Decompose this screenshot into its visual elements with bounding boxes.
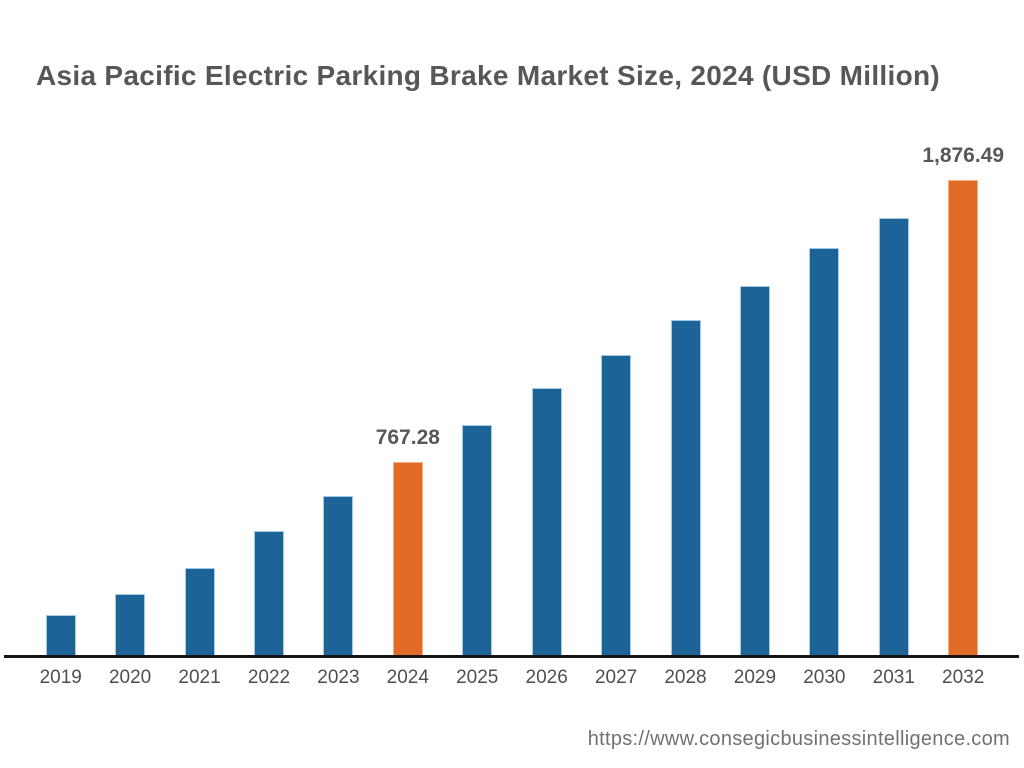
x-axis-labels: 2019 2020 2021 2022 2023 2024 2025 2026 2027 2028… [26,667,998,689]
bar-column-2029 [720,0,789,657]
chart-title: Asia Pacific Electric Parking Brake Mark… [36,60,941,91]
bar-column-2022 [234,0,303,657]
source-url: https://www.consegicbusinessintelligence… [587,728,1010,750]
bar-2020 [115,593,146,657]
bar-2025 [462,424,493,657]
bar-2029 [739,285,770,657]
bar-2021 [184,568,215,657]
bar-2024 [392,461,423,657]
bar-column-2031 [859,0,928,657]
bar-column-2024: 767.28 [373,0,442,657]
x-tick-2025: 2025 [456,667,499,688]
bar-2019 [45,615,76,657]
plot-area: 767.28 1,876.49 [26,0,1004,657]
x-tick-2031: 2031 [872,667,915,688]
bar-column-2028 [651,0,720,657]
bar-column-2021 [165,0,234,657]
bar-column-2026 [512,0,581,657]
value-label-2032: 1,876.49 [922,144,1005,167]
x-tick-2030: 2030 [803,667,846,688]
bar-2022 [253,530,284,657]
x-tick-2019: 2019 [39,667,82,688]
x-tick-2024: 2024 [386,667,429,688]
bar-column-2027 [581,0,650,657]
bar-2026 [531,388,562,657]
bar-2032 [948,180,979,657]
x-tick-2028: 2028 [664,667,707,688]
x-tick-2022: 2022 [247,667,291,688]
bar-2027 [601,355,632,657]
bar-column-2025 [443,0,512,657]
bar-2028 [670,319,701,657]
x-tick-2032: 2032 [942,667,985,688]
x-tick-2026: 2026 [525,667,568,688]
value-label-2024: 767.28 [375,425,440,449]
bar-2030 [809,248,840,657]
bar-column-2032: 1,876.49 [922,0,1004,657]
bar-column-2020 [95,0,164,657]
x-tick-2023: 2023 [317,667,360,688]
bar-column-2023 [304,0,373,657]
x-tick-2029: 2029 [733,667,777,688]
bar-column-2030 [790,0,859,657]
x-tick-2021: 2021 [178,667,221,688]
x-axis-line [4,655,1019,658]
x-tick-2020: 2020 [108,667,152,688]
bar-column-2019 [26,0,95,657]
x-tick-2027: 2027 [594,667,638,688]
bar-2023 [323,496,354,657]
bar-2031 [878,218,909,657]
